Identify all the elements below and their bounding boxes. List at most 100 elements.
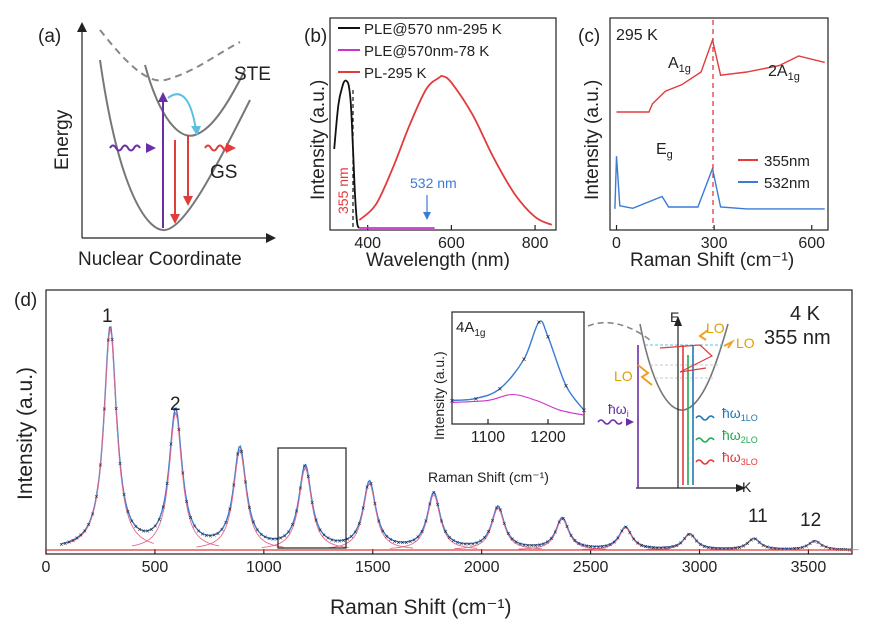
panel-d-point: × — [91, 511, 95, 518]
panel-d-point: × — [302, 464, 306, 471]
panel-d-point: × — [243, 480, 247, 487]
panel-d-point: × — [738, 545, 742, 552]
relax-arrow-head — [191, 126, 201, 136]
panel-d-point: × — [624, 525, 628, 532]
panel-d-point: × — [338, 538, 342, 545]
panel-d-y-label: Intensity (a.u.) — [14, 367, 37, 500]
panel-d-point: × — [714, 546, 718, 553]
legend-ple295: PLE@570 nm-295 K — [364, 21, 502, 38]
panel-c-series — [614, 37, 825, 210]
panel-c-tick-0: 0 — [612, 235, 621, 252]
panel-d-point: × — [306, 474, 310, 481]
panel-d-tick-4: 2000 — [464, 559, 500, 576]
panel-d-point: × — [585, 544, 589, 551]
panel-d-point: × — [153, 524, 157, 531]
panel-d-point: × — [600, 544, 604, 551]
panel-d-point: × — [138, 527, 142, 534]
panel-d-point: × — [59, 542, 63, 549]
panel-d-component-6 — [454, 507, 542, 550]
panel-d-point: × — [79, 533, 83, 540]
panel-d: (d) Intensity (a.u.) Raman Shift (cm⁻¹) … — [14, 289, 859, 619]
panel-d-point: × — [381, 529, 385, 536]
panel-d-component-0 — [66, 327, 154, 544]
panel-d-point: × — [616, 535, 620, 542]
panel-d-frame — [45, 289, 853, 555]
panel-d-point: × — [224, 520, 228, 527]
panel-d-point: × — [232, 483, 236, 490]
panel-d-point: × — [667, 545, 671, 552]
panel-d-point: × — [361, 505, 365, 512]
panel-d-point: × — [255, 528, 259, 535]
panel-d-point: × — [106, 337, 110, 344]
panel-d-point: × — [102, 407, 106, 414]
diagram-hw-3lo: ħω3LO — [722, 449, 758, 467]
panel-b-tick-0: 400 — [354, 235, 381, 252]
diagram-e-arrow — [674, 316, 682, 326]
panel-d-point: × — [428, 502, 432, 509]
panel-d-point: × — [83, 528, 87, 535]
panel-d-point: × — [142, 529, 146, 536]
energy-diagram: E K LO LO LO ħωi ħω1LO ħω2LO ħω3LO — [587, 309, 758, 495]
panel-d-point: × — [392, 539, 396, 546]
panel-d-point: × — [538, 543, 542, 550]
diagram-dashed-curve — [587, 321, 651, 341]
panel-d-point: × — [236, 451, 240, 458]
diagram-wave-3lo — [695, 459, 715, 465]
panel-d-point: × — [122, 492, 126, 499]
panel-d-point: × — [200, 532, 204, 539]
panel-b-tick-1: 600 — [438, 235, 465, 252]
panel-d-point: × — [510, 537, 514, 544]
panel-d-component-1 — [131, 412, 220, 547]
panel-d-point: × — [820, 543, 824, 550]
panel-b-series — [333, 75, 553, 229]
panel-d-point: × — [596, 544, 600, 551]
panel-d-point: × — [741, 543, 745, 550]
panel-d-point: × — [636, 541, 640, 548]
panel-d-point: × — [349, 534, 353, 541]
panel-c-tick-2: 600 — [798, 235, 825, 252]
panel-b-series-0 — [333, 79, 361, 229]
panel-d-point: × — [408, 539, 412, 546]
panel-d-component-5 — [390, 493, 478, 549]
diagram-hw-i: ħωi — [608, 401, 629, 419]
panel-d-x-ticks: 0 500 1000 1500 2000 2500 3000 3500 — [42, 549, 826, 576]
panel-d-point: × — [800, 545, 804, 552]
panel-d-point: × — [463, 542, 467, 549]
panel-c-series-0 — [616, 37, 825, 113]
panel-d-point: × — [196, 529, 200, 536]
panel-d-point: × — [455, 540, 459, 547]
panel-d-point: × — [118, 461, 122, 468]
panel-d-point: × — [424, 518, 428, 525]
panel-d-point: × — [404, 540, 408, 547]
panel-d-point: × — [216, 531, 220, 538]
panel-d-point: × — [518, 541, 522, 548]
emitted-wave — [204, 144, 230, 152]
dashed-curve — [99, 29, 241, 82]
panel-d-point: × — [240, 449, 244, 456]
panel-d-point: × — [812, 539, 816, 546]
legend-532: 532nm — [764, 175, 810, 192]
panel-d-tick-3: 1500 — [355, 559, 391, 576]
inset-series: × × × × × × × × — [450, 318, 587, 416]
panel-d-point: × — [369, 481, 373, 488]
peak-eg: Eg — [656, 141, 673, 161]
panel-d-point: × — [287, 529, 291, 536]
panel-d-point: × — [502, 521, 506, 528]
zoom-box — [277, 447, 347, 549]
panel-d-point: × — [247, 505, 251, 512]
panel-d-point: × — [577, 541, 581, 548]
panel-d-point: × — [94, 494, 98, 501]
panel-b-x-label: Wavelength (nm) — [366, 250, 510, 271]
diagram-wave-1lo — [695, 415, 715, 421]
inset-point: × — [450, 396, 455, 405]
panel-d-point: × — [459, 541, 463, 548]
panel-d-component-3 — [261, 466, 349, 549]
panel-d-point: × — [467, 542, 471, 549]
marker-532-head — [423, 212, 431, 220]
panel-d-point: × — [412, 537, 416, 544]
peak-label-12: 12 — [800, 510, 821, 531]
panel-d-point: × — [165, 481, 169, 488]
inset-y-label: Intensity (a.u.) — [431, 351, 447, 440]
panel-d-point: × — [749, 537, 753, 544]
panel-d-point: × — [169, 442, 173, 449]
